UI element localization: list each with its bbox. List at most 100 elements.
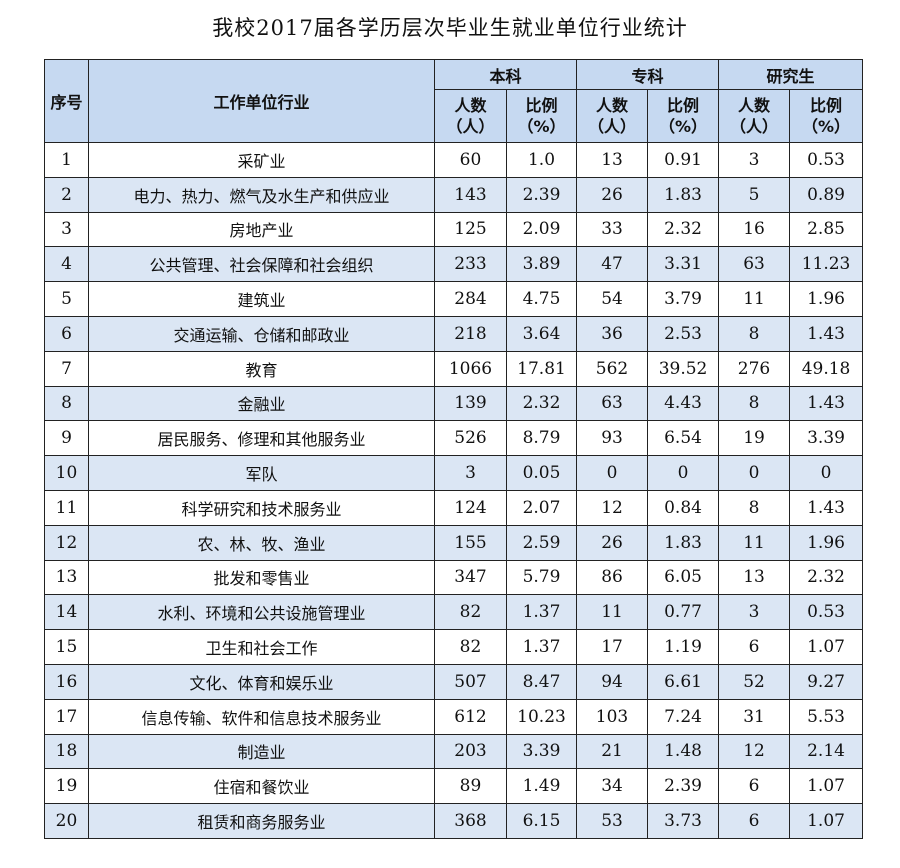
cell-industry: 制造业: [88, 733, 435, 770]
table-row: 19 住宿和餐饮业 89 1.49 34 2.39 6 1.07: [44, 768, 864, 805]
cell-graduate-count: 276: [718, 350, 791, 387]
cell-undergrad-count: 125: [434, 211, 507, 248]
cell-index: 16: [44, 663, 89, 700]
cell-graduate-count: 8: [718, 489, 791, 526]
cell-graduate-ratio: 9.27: [789, 663, 864, 700]
cell-undergrad-count: 139: [434, 385, 507, 422]
cell-undergrad-ratio: 2.39: [505, 176, 578, 213]
cell-graduate-ratio: 11.23: [789, 246, 864, 283]
header-ratio-text: 比例 （%）: [659, 96, 707, 136]
cell-college-count: 11: [576, 594, 649, 631]
cell-graduate-count: 19: [718, 420, 791, 457]
cell-graduate-count: 8: [718, 385, 791, 422]
header-count-text: 人数 （人）: [730, 96, 778, 136]
cell-college-ratio: 39.52: [647, 350, 720, 387]
header-label-line: 比例: [810, 96, 843, 115]
cell-undergrad-ratio: 17.81: [505, 350, 578, 387]
cell-graduate-ratio: 0: [789, 455, 864, 491]
cell-index: 9: [44, 420, 89, 457]
cell-index: 20: [44, 803, 89, 839]
cell-college-ratio: 1.48: [647, 733, 720, 770]
cell-index: 4: [44, 246, 89, 283]
table-row: 20 租赁和商务服务业 368 6.15 53 3.73 6 1.07: [44, 803, 864, 839]
industry-table: 序号 工作单位行业 本科 专科 研究生 人数 （人） 比例 （%） 人数 （人） 比例…: [44, 59, 864, 839]
cell-college-ratio: 3.73: [647, 803, 720, 839]
cell-graduate-ratio: 1.96: [789, 281, 864, 317]
cell-undergrad-ratio: 3.64: [505, 315, 578, 352]
cell-college-ratio: 0.84: [647, 489, 720, 526]
cell-college-count: 53: [576, 803, 649, 839]
cell-college-count: 21: [576, 733, 649, 770]
header-count: 人数 （人）: [718, 89, 791, 143]
header-label-line: 人数: [738, 96, 771, 115]
cell-undergrad-count: 368: [434, 803, 507, 839]
cell-graduate-count: 6: [718, 768, 791, 805]
cell-graduate-ratio: 5.53: [789, 698, 864, 735]
cell-graduate-ratio: 2.14: [789, 733, 864, 770]
cell-industry: 水利、环境和公共设施管理业: [88, 594, 435, 631]
cell-college-ratio: 7.24: [647, 698, 720, 735]
table-row: 13 批发和零售业 347 5.79 86 6.05 13 2.32: [44, 559, 864, 596]
cell-college-count: 562: [576, 350, 649, 387]
cell-graduate-count: 12: [718, 733, 791, 770]
cell-graduate-count: 31: [718, 698, 791, 735]
cell-college-count: 47: [576, 246, 649, 283]
cell-graduate-ratio: 1.07: [789, 629, 864, 665]
cell-college-count: 0: [576, 455, 649, 491]
cell-graduate-count: 13: [718, 559, 791, 596]
cell-industry: 采矿业: [88, 142, 435, 178]
header-unit-line: （人）: [730, 117, 779, 136]
cell-graduate-ratio: 1.43: [789, 315, 864, 352]
cell-graduate-count: 0: [718, 455, 791, 491]
cell-undergrad-ratio: 5.79: [505, 559, 578, 596]
header-ratio-text: 比例 （%）: [802, 96, 850, 136]
cell-college-count: 34: [576, 768, 649, 805]
header-index: 序号: [44, 59, 89, 143]
header-label-line: 比例: [667, 96, 700, 115]
cell-index: 17: [44, 698, 89, 735]
cell-graduate-count: 3: [718, 142, 791, 178]
cell-index: 12: [44, 524, 89, 561]
cell-undergrad-count: 507: [434, 663, 507, 700]
cell-graduate-count: 16: [718, 211, 791, 248]
table-row: 9 居民服务、修理和其他服务业 526 8.79 93 6.54 19 3.39: [44, 420, 864, 457]
cell-undergrad-ratio: 10.23: [505, 698, 578, 735]
table-row: 4 公共管理、社会保障和社会组织 233 3.89 47 3.31 63 11.23: [44, 246, 864, 283]
cell-undergrad-ratio: 3.39: [505, 733, 578, 770]
cell-industry: 科学研究和技术服务业: [88, 489, 435, 526]
header-ratio: 比例 （%）: [647, 89, 720, 143]
table-row: 6 交通运输、仓储和邮政业 218 3.64 36 2.53 8 1.43: [44, 315, 864, 352]
cell-undergrad-count: 143: [434, 176, 507, 213]
cell-college-ratio: 1.83: [647, 524, 720, 561]
cell-graduate-count: 8: [718, 315, 791, 352]
cell-undergrad-ratio: 1.49: [505, 768, 578, 805]
cell-undergrad-count: 82: [434, 629, 507, 665]
cell-undergrad-ratio: 1.37: [505, 594, 578, 631]
cell-undergrad-count: 124: [434, 489, 507, 526]
cell-industry: 批发和零售业: [88, 559, 435, 596]
cell-college-ratio: 2.32: [647, 211, 720, 248]
cell-industry: 信息传输、软件和信息技术服务业: [88, 698, 435, 735]
table-row: 7 教育 1066 17.81 562 39.52 276 49.18: [44, 350, 864, 387]
cell-undergrad-count: 203: [434, 733, 507, 770]
cell-industry: 卫生和社会工作: [88, 629, 435, 665]
table-row: 14 水利、环境和公共设施管理业 82 1.37 11 0.77 3 0.53: [44, 594, 864, 631]
header-ratio: 比例 （%）: [505, 89, 578, 143]
cell-undergrad-count: 526: [434, 420, 507, 457]
cell-college-count: 26: [576, 524, 649, 561]
cell-undergrad-ratio: 3.89: [505, 246, 578, 283]
header-count-text: 人数 （人）: [446, 96, 494, 136]
header-ratio-text: 比例 （%）: [517, 96, 565, 136]
cell-undergrad-ratio: 2.07: [505, 489, 578, 526]
cell-graduate-count: 6: [718, 803, 791, 839]
cell-index: 10: [44, 455, 89, 491]
cell-undergrad-count: 82: [434, 594, 507, 631]
cell-college-count: 36: [576, 315, 649, 352]
cell-industry: 住宿和餐饮业: [88, 768, 435, 805]
table-row: 17 信息传输、软件和信息技术服务业 612 10.23 103 7.24 31 5.53: [44, 698, 864, 735]
header-label-line: 人数: [596, 96, 629, 115]
cell-undergrad-count: 155: [434, 524, 507, 561]
cell-undergrad-count: 89: [434, 768, 507, 805]
cell-index: 1: [44, 142, 89, 178]
cell-college-count: 86: [576, 559, 649, 596]
